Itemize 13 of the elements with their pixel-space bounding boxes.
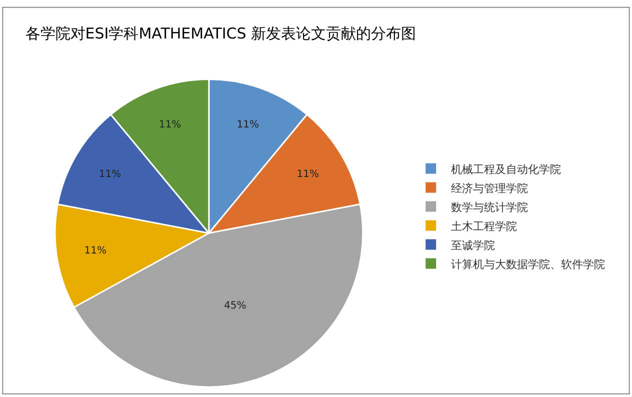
data-label: 11% <box>98 169 122 180</box>
legend-label: 计算机与大数据学院、软件学院 <box>450 258 605 271</box>
legend-label: 土木工程学院 <box>450 220 517 233</box>
data-label: 45% <box>224 300 246 312</box>
data-label: 11% <box>296 169 319 180</box>
chart-title: 各学院对ESI学科MATHEMATICS 新发表论文贡献的分布图 <box>25 24 416 42</box>
data-label: 11% <box>84 246 106 257</box>
data-label: 11% <box>158 119 182 130</box>
legend-label: 数学与统计学院 <box>450 200 528 214</box>
legend-label: 机械工程及自动化学院 <box>450 162 561 176</box>
legend-label: 至诚学院 <box>450 238 495 252</box>
data-label: 11% <box>236 119 259 130</box>
legend-label: 经济与管理学院 <box>450 182 528 195</box>
